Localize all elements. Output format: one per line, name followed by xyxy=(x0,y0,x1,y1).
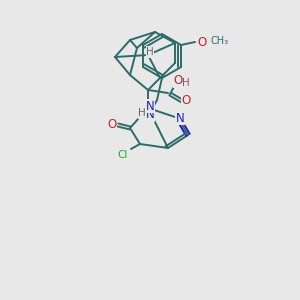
Text: CH₃: CH₃ xyxy=(210,36,228,46)
Text: O: O xyxy=(107,118,117,130)
Text: O: O xyxy=(173,74,183,88)
Text: N: N xyxy=(146,109,154,122)
Text: Cl: Cl xyxy=(118,150,128,160)
Text: H: H xyxy=(146,47,154,57)
Text: O: O xyxy=(197,35,207,49)
Text: N: N xyxy=(146,100,154,112)
Text: O: O xyxy=(182,94,190,107)
Text: H: H xyxy=(182,78,190,88)
Text: N: N xyxy=(176,112,184,124)
Text: H: H xyxy=(138,108,146,118)
